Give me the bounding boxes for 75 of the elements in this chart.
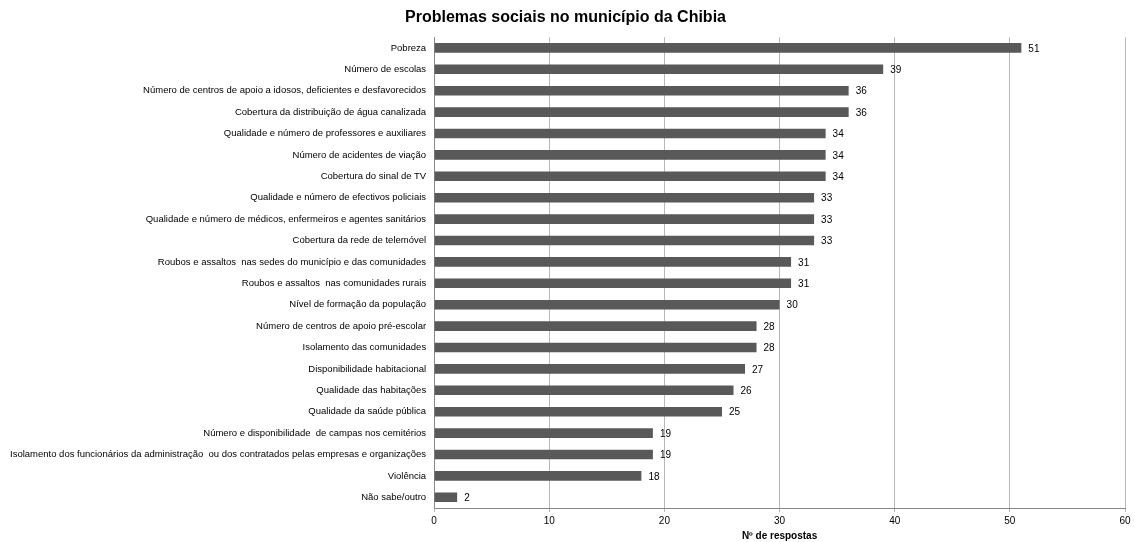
data-label: 28 xyxy=(763,342,776,354)
y-tick-label: Número de centros de apoio a idosos, deficientes e desfavorecidos xyxy=(143,84,427,96)
y-tick-label: Número de acidentes de viação xyxy=(292,148,427,160)
data-label: 36 xyxy=(855,106,868,118)
y-tick-label: Qualidade e número de médicos, enfermeiros e agentes sanitários xyxy=(145,212,427,224)
data-label: 27 xyxy=(752,363,764,375)
bar xyxy=(434,192,815,203)
bar xyxy=(434,406,722,417)
data-label: 34 xyxy=(832,171,845,183)
y-tick-label: Cobertura do sinal de TV xyxy=(320,169,427,181)
data-label: 34 xyxy=(832,128,845,140)
bar xyxy=(434,107,849,117)
x-tick-label: 0 xyxy=(431,514,438,526)
bar xyxy=(434,321,757,331)
data-label: 19 xyxy=(659,449,672,461)
y-tick-label: Disponibilidade habitacional xyxy=(308,362,427,374)
y-tick-label: Qualidade e número de professores e auxiliares xyxy=(223,127,427,139)
data-label: 39 xyxy=(890,64,902,76)
bar xyxy=(434,342,757,353)
data-label: 51 xyxy=(1028,42,1040,54)
bar xyxy=(434,471,642,481)
y-tick-label: Pobreza xyxy=(390,41,427,53)
y-tick-label: Qualidade da saúde pública xyxy=(308,405,427,417)
y-tick-label: Violência xyxy=(387,469,427,481)
bar xyxy=(434,385,734,396)
data-label: 33 xyxy=(821,192,833,204)
bar xyxy=(434,43,1022,53)
bar xyxy=(434,171,826,182)
bar xyxy=(434,64,884,75)
y-tick-label: Número e disponibilidade de campas nos cemitérios xyxy=(203,426,427,438)
y-tick-label: Qualidade das habitações xyxy=(316,383,427,395)
x-tick-label: 50 xyxy=(1004,514,1016,526)
data-label: 25 xyxy=(728,406,741,418)
bar xyxy=(434,128,826,139)
y-tick-label: Número de escolas xyxy=(344,62,427,74)
x-tick-label: 30 xyxy=(774,514,786,526)
data-label: 33 xyxy=(821,213,833,225)
y-tick-label: Nível de formação da população xyxy=(289,298,427,310)
data-label: 31 xyxy=(798,256,810,268)
y-tick-label: Cobertura da rede de telemóvel xyxy=(292,234,427,246)
bar xyxy=(434,428,653,438)
y-tick-label: Isolamento das comunidades xyxy=(302,341,427,353)
y-tick-label: Número de centros de apoio pré-escolar xyxy=(256,319,427,331)
bar xyxy=(434,364,746,374)
x-axis-title: Nº de respostas xyxy=(741,529,818,541)
data-label: 36 xyxy=(855,85,868,97)
data-label: 30 xyxy=(786,299,799,311)
y-tick-label: Qualidade e número de efectivos policiais xyxy=(250,191,427,203)
data-label: 19 xyxy=(659,427,672,439)
bar xyxy=(434,449,653,460)
bar xyxy=(434,299,780,310)
y-tick-label: Não sabe/outro xyxy=(361,490,427,502)
bar xyxy=(434,85,849,96)
x-tick-label: 10 xyxy=(543,514,556,526)
x-tick-label: 40 xyxy=(889,514,901,526)
y-tick-label: Isolamento dos funcionários da administração ou dos contratados pelas empresas e organizações xyxy=(9,448,427,460)
data-label: 18 xyxy=(648,470,660,482)
data-label: 31 xyxy=(798,278,810,290)
x-tick-label: 20 xyxy=(658,514,671,526)
x-tick-label: 60 xyxy=(1119,514,1131,526)
data-label: 34 xyxy=(832,149,845,161)
y-tick-label: Roubos e assaltos nas sedes do município e das comunidades xyxy=(157,255,427,267)
bar xyxy=(434,214,815,224)
bar xyxy=(434,235,815,246)
bar xyxy=(434,257,792,267)
bar xyxy=(434,150,826,160)
bar xyxy=(434,492,458,503)
y-tick-label: Roubos e assaltos nas comunidades rurais xyxy=(241,276,427,288)
data-label: 26 xyxy=(740,385,753,397)
y-tick-label: Cobertura da distribuição de água canalizada xyxy=(234,105,427,117)
data-label: 33 xyxy=(821,235,833,247)
chart-title: Problemas sociais no município da Chibia xyxy=(405,8,727,26)
data-label: 28 xyxy=(763,320,776,332)
bar xyxy=(434,278,792,289)
data-label: 2 xyxy=(464,492,471,504)
